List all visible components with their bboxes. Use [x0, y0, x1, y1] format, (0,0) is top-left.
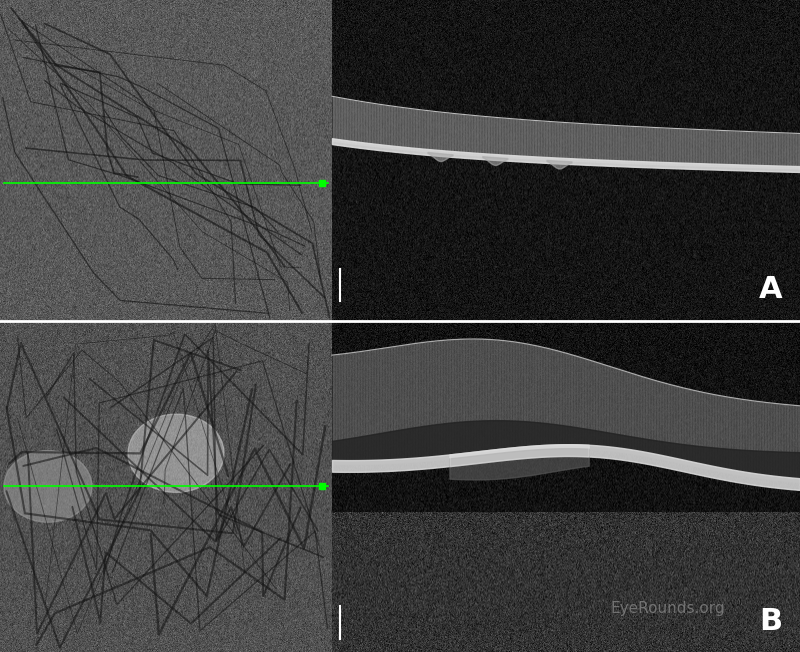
Text: A: A [758, 276, 782, 304]
Circle shape [128, 414, 224, 492]
Text: B: B [759, 607, 782, 636]
Circle shape [4, 451, 92, 522]
Text: EyeRounds.org: EyeRounds.org [610, 601, 726, 616]
